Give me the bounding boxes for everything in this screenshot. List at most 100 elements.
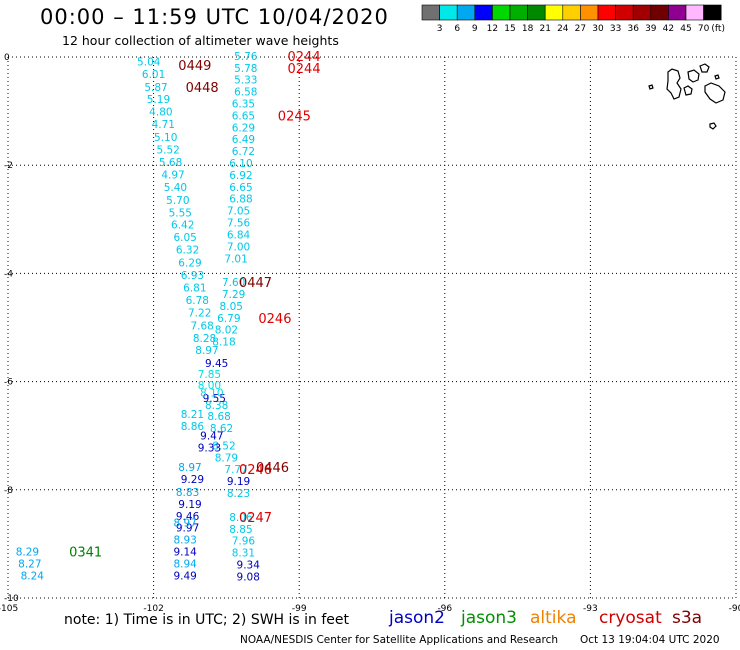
chart-subtitle: 12 hour collection of altimeter wave hei… [62, 33, 339, 48]
colorbar-swatch [580, 4, 599, 21]
island-outline [687, 69, 700, 83]
colorbar-tick-label: 21 [539, 24, 550, 34]
pass-time-label: 0446 [256, 461, 289, 476]
colorbar-swatch [685, 4, 704, 21]
colorbar-swatch [562, 4, 581, 21]
wave-height-label: 5.87 [144, 82, 167, 94]
wave-height-label: 6.72 [232, 146, 255, 158]
colorbar-tick-label: 70 [698, 24, 710, 34]
wave-height-label: 6.29 [232, 122, 255, 134]
wave-height-label: 8.06 [229, 512, 253, 524]
wave-height-label: 8.62 [210, 423, 233, 435]
wave-height-label: 5.33 [234, 75, 257, 87]
wave-height-label: 5.04 [137, 56, 161, 68]
wave-height-label: 6.88 [229, 194, 252, 206]
x-tick-label: -96 [437, 604, 452, 614]
island-outline [683, 85, 693, 96]
island-outline [709, 122, 717, 130]
wave-height-label: 7.05 [227, 206, 250, 218]
colorbar-tick-label: 18 [522, 24, 534, 34]
island-outline [704, 82, 726, 104]
legend-item-jason2: jason2 [389, 608, 445, 628]
x-tick-label: -99 [292, 604, 307, 614]
colorbar-tick-label: 15 [504, 24, 515, 34]
wave-height-label: 8.02 [215, 325, 238, 337]
wave-height-label: 6.35 [232, 99, 255, 111]
wave-height-label: 6.78 [186, 295, 209, 307]
colorbar-swatch [597, 4, 616, 21]
wave-height-label: 9.47 [200, 431, 223, 443]
colorbar-swatch [439, 4, 458, 21]
wave-height-label: 6.79 [217, 313, 240, 325]
wave-height-label: 8.83 [176, 487, 199, 499]
wave-height-label: 8.10 [200, 387, 223, 399]
wave-height-label: 8.97 [173, 517, 196, 529]
colorbar-tick-label: 27 [575, 24, 586, 34]
wave-height-label: 9.55 [203, 393, 226, 405]
wave-height-label: 6.58 [234, 87, 257, 99]
wave-height-label: 8.23 [227, 488, 250, 500]
colorbar-swatch [527, 4, 546, 21]
wave-height-label: 5.40 [164, 182, 187, 194]
wave-height-label: 8.31 [232, 548, 255, 560]
y-tick-label: -4 [4, 269, 13, 279]
pass-time-label: 0245 [278, 109, 311, 124]
colorbar-tick-label: 12 [487, 24, 498, 34]
pass-time-label: 0244 [288, 50, 321, 65]
wave-height-label: 8.68 [207, 411, 230, 423]
wave-height-label: 8.94 [173, 558, 197, 570]
wave-height-label: 7.68 [190, 320, 213, 332]
wave-height-label: 9.08 [237, 571, 260, 583]
y-tick-label: -2 [4, 161, 13, 171]
wave-height-label: 5.68 [159, 157, 182, 169]
wave-height-label: 9.33 [198, 443, 221, 455]
wave-height-label: 8.86 [181, 421, 205, 433]
wave-height-label: 5.19 [147, 94, 170, 106]
wave-height-label: 8.18 [212, 337, 235, 349]
wave-height-label: 9.45 [205, 358, 228, 370]
wave-height-label: 6.42 [171, 220, 194, 232]
colorbar-swatch [474, 4, 493, 21]
y-tick-label: -10 [4, 594, 19, 604]
wave-height-label: 9.97 [176, 523, 199, 535]
wave-height-label: 7.29 [222, 289, 245, 301]
wave-height-label: 9.29 [181, 474, 204, 486]
colorbar-swatch [456, 4, 476, 21]
wave-height-label: 8.27 [18, 558, 41, 570]
wave-height-label: 8.05 [220, 301, 243, 313]
wave-height-label: 8.28 [193, 333, 216, 345]
wave-height-label: 6.65 [232, 110, 255, 122]
y-tick-label: -6 [4, 378, 13, 388]
wave-height-label: 5.55 [169, 207, 192, 219]
x-tick-label: -105 [0, 604, 18, 614]
wave-height-label: 6.81 [183, 282, 206, 294]
colorbar-tick-label: 3 [437, 24, 443, 34]
wave-height-label: 4.71 [152, 119, 175, 131]
colorbar-swatch [703, 4, 722, 21]
wave-height-label: 5.52 [156, 145, 179, 157]
legend-item-jason3: jason3 [461, 608, 517, 628]
colorbar-tick-label: 36 [627, 24, 639, 34]
wave-height-label: 8.38 [205, 400, 228, 412]
colorbar-tick-label: 33 [610, 24, 621, 34]
wave-height-label: 6.10 [229, 158, 252, 170]
chart-title: 00:00 – 11:59 UTC 10/04/2020 [40, 5, 389, 29]
wave-height-label: 8.79 [215, 452, 238, 464]
colorbar-swatch [544, 4, 564, 21]
pass-time-label: 0449 [178, 59, 211, 74]
pass-time-label: 0448 [186, 81, 219, 96]
pass-time-label: 0246 [258, 312, 291, 327]
wave-height-label: 5.10 [154, 132, 177, 144]
colorbar-swatch [492, 4, 511, 21]
legend-item-cryosat: cryosat [599, 608, 662, 628]
wave-height-label: 4.80 [149, 107, 172, 119]
wave-height-label: 7.60 [222, 277, 245, 289]
wave-height-label: 7.22 [188, 307, 211, 319]
wave-height-label: 8.29 [16, 546, 39, 558]
colorbar-swatch [509, 4, 528, 21]
wave-height-label: 6.32 [176, 245, 199, 257]
colorbar-unit: (ft) [711, 24, 725, 34]
wave-height-label: 8.85 [229, 524, 252, 536]
wave-height-label: 6.93 [181, 270, 204, 282]
